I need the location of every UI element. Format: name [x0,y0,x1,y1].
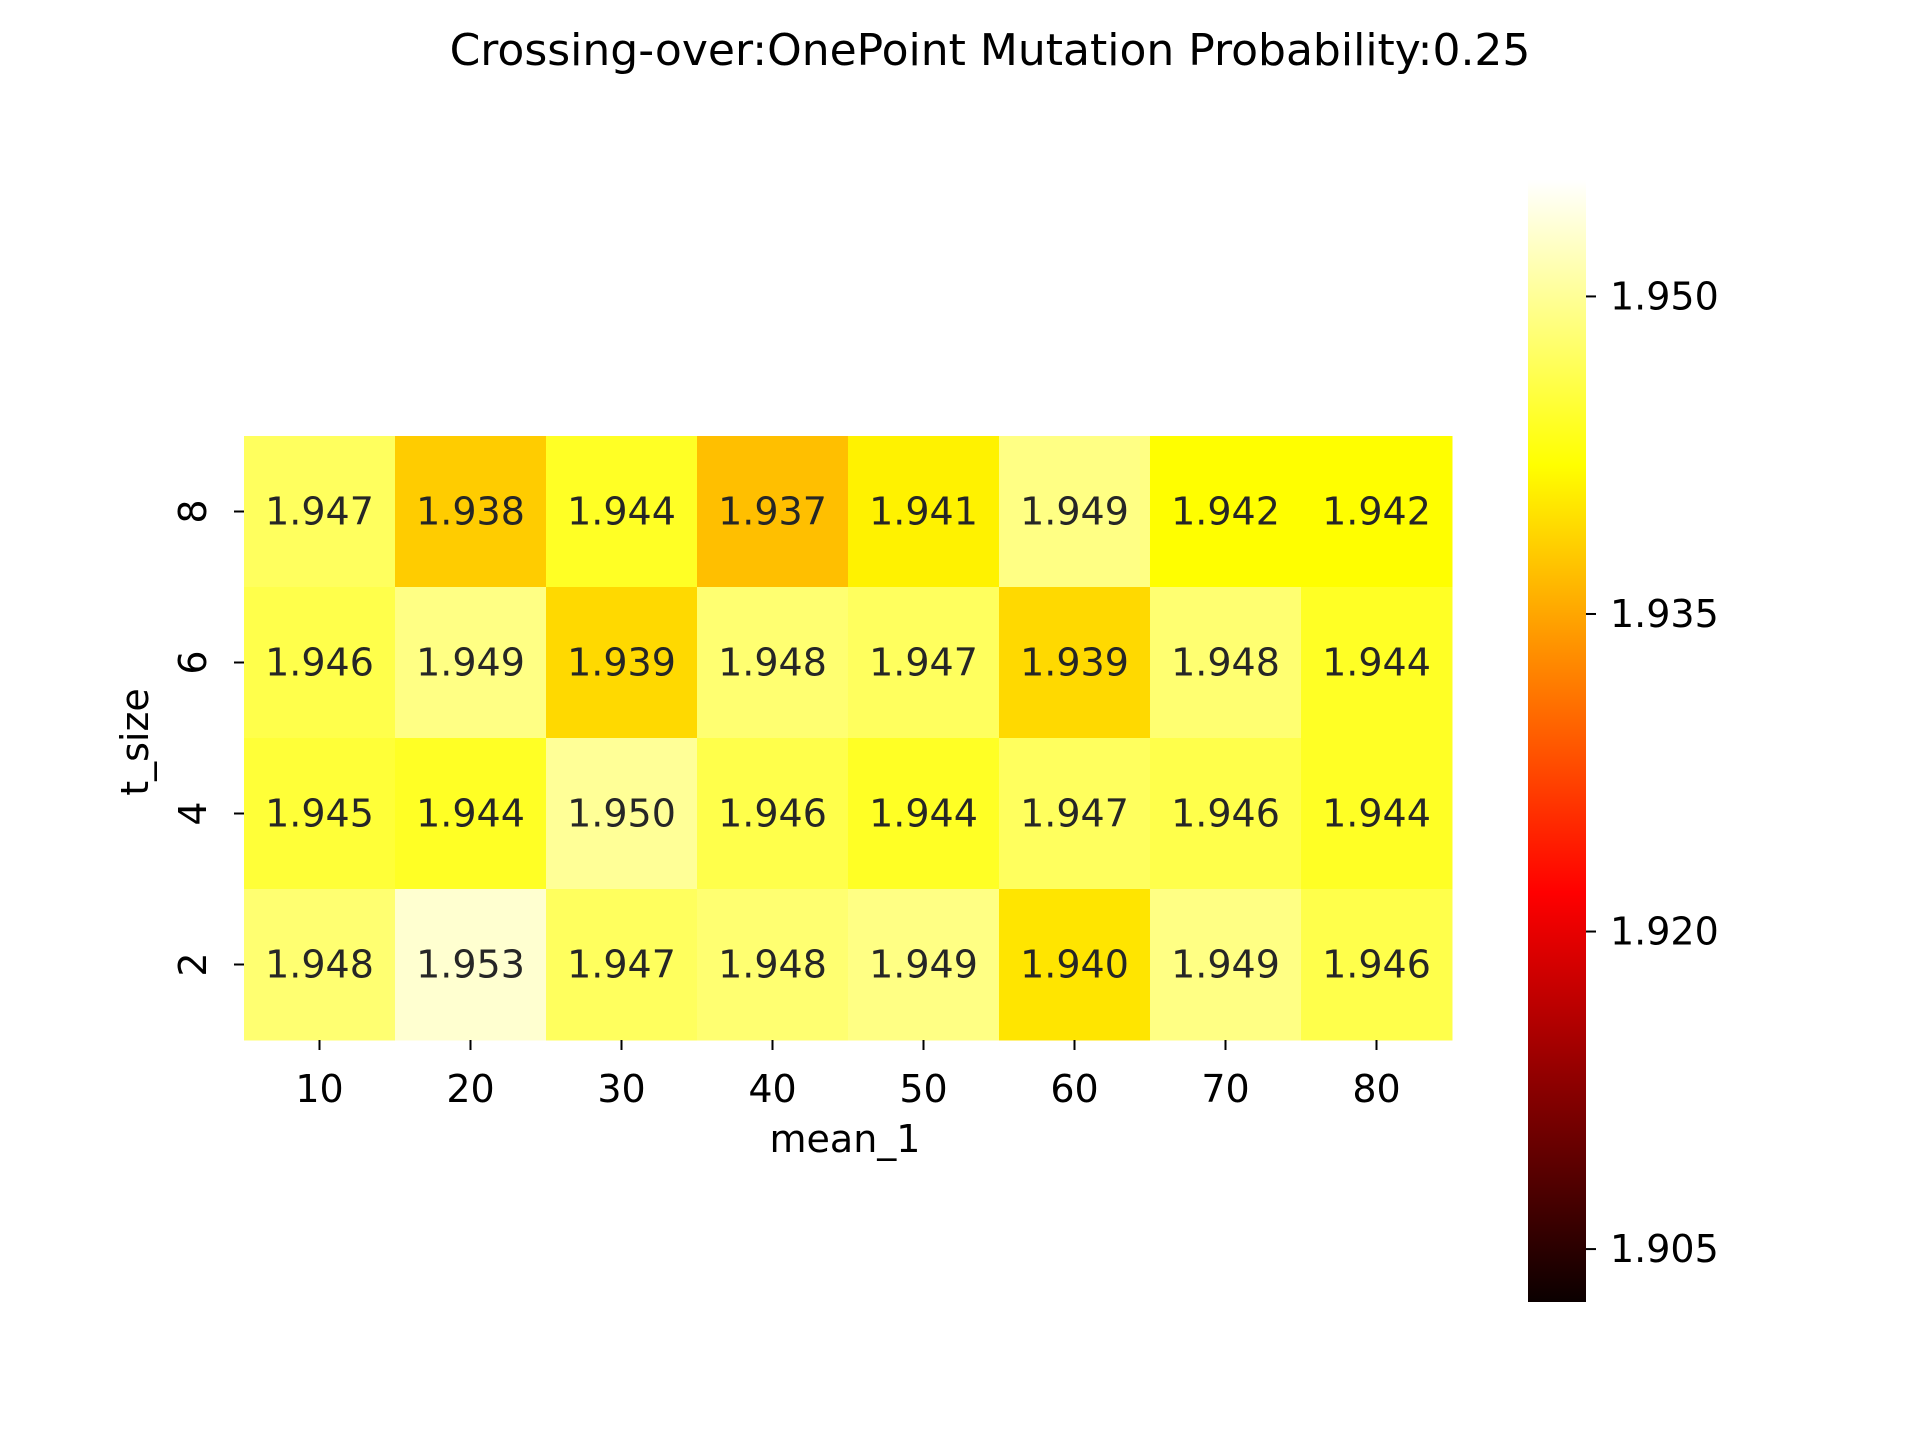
heatmap-cell [1301,587,1453,739]
heatmap-cell [697,738,849,890]
cell-value-label: 1.947 [567,943,676,987]
heatmap-cell [1150,436,1302,588]
cell-value-label: 1.937 [718,490,827,534]
heatmap-cells [244,436,1453,1041]
cell-value-label: 1.949 [1171,943,1280,987]
cell-value-label: 1.949 [416,641,525,685]
colorbar-tick-label: 1.905 [1610,1227,1719,1271]
colorbar-tick-label: 1.920 [1610,910,1719,954]
heatmap-cell [999,738,1151,890]
cell-value-label: 1.944 [1322,641,1431,685]
heatmap-cell [848,587,1000,739]
y-tick-label: 8 [171,499,215,523]
cell-value-label: 1.948 [718,641,827,685]
heatmap-cell [244,738,396,890]
heatmap-cell [546,889,698,1041]
heatmap-cell [697,889,849,1041]
x-tick-label: 10 [295,1067,343,1111]
cell-value-label: 1.939 [567,641,676,685]
cell-value-label: 1.949 [869,943,978,987]
x-tick-label: 60 [1050,1067,1098,1111]
y-tick-label: 6 [171,650,215,674]
heatmap-cell [244,436,396,588]
x-tick-label: 70 [1201,1067,1249,1111]
cell-value-label: 1.942 [1322,490,1431,534]
heatmap-cell [999,889,1151,1041]
heatmap-cell [395,738,547,890]
cell-value-label: 1.941 [869,490,978,534]
heatmap-cell [395,587,547,739]
heatmap-cell [848,738,1000,890]
x-tick-label: 20 [446,1067,494,1111]
cell-value-label: 1.946 [718,792,827,836]
heatmap-cell [395,436,547,588]
cell-value-label: 1.946 [265,641,374,685]
cell-value-label: 1.942 [1171,490,1280,534]
heatmap-cell [1301,738,1453,890]
cell-value-label: 1.948 [265,943,374,987]
heatmap-cell [395,889,547,1041]
cell-value-label: 1.938 [416,490,525,534]
colorbar-tick-label: 1.950 [1610,274,1719,318]
heatmap-cell [546,738,698,890]
y-axis: 8 6 4 2 [171,499,244,977]
cell-value-label: 1.944 [416,792,525,836]
heatmap-cell [244,587,396,739]
cell-value-label: 1.953 [416,943,525,987]
colorbar-ticks: 1.905 1.920 1.935 1.950 [1586,274,1719,1271]
heatmap-cell [999,587,1151,739]
colorbar-tick-label: 1.935 [1610,592,1719,636]
heatmap-cell [1150,587,1302,739]
heatmap-cell [244,889,396,1041]
heatmap-cell [848,889,1000,1041]
x-tick-label: 30 [597,1067,645,1111]
colorbar-gradient [1528,180,1586,1302]
heatmap-cell [546,587,698,739]
x-axis: 10 20 30 40 50 60 70 80 [295,1040,1401,1111]
heatmap-cell [1150,738,1302,890]
cell-value-label: 1.949 [1020,490,1129,534]
cell-value-label: 1.944 [567,490,676,534]
heatmap-cell [697,587,849,739]
cell-labels: 1.947 1.938 1.944 1.937 1.941 1.949 1.942 1.942… [265,490,1431,987]
x-tick-label: 50 [899,1067,947,1111]
cell-value-label: 1.947 [869,641,978,685]
y-tick-label: 4 [171,801,215,825]
heatmap-cell [999,436,1151,588]
heatmap-cell [697,436,849,588]
heatmap-cell [546,436,698,588]
cell-value-label: 1.944 [869,792,978,836]
cell-value-label: 1.950 [567,792,676,836]
heatmap-cell [1301,889,1453,1041]
colorbar [1528,180,1586,1302]
cell-value-label: 1.945 [265,792,374,836]
heatmap-cell [848,436,1000,588]
cell-value-label: 1.948 [718,943,827,987]
heatmap-cell [1150,889,1302,1041]
x-tick-label: 40 [748,1067,796,1111]
cell-value-label: 1.946 [1171,792,1280,836]
x-axis-label: mean_1 [770,1117,921,1161]
cell-value-label: 1.944 [1322,792,1431,836]
x-tick-label: 80 [1352,1067,1400,1111]
y-tick-label: 2 [171,952,215,976]
y-axis-label: t_size [113,688,157,796]
cell-value-label: 1.948 [1171,641,1280,685]
chart-title: Crossing-over:OnePoint Mutation Probabil… [450,25,1531,76]
cell-value-label: 1.947 [1020,792,1129,836]
cell-value-label: 1.946 [1322,943,1431,987]
cell-value-label: 1.939 [1020,641,1129,685]
cell-value-label: 1.947 [265,490,374,534]
heatmap-cell [1301,436,1453,588]
cell-value-label: 1.940 [1020,943,1129,987]
